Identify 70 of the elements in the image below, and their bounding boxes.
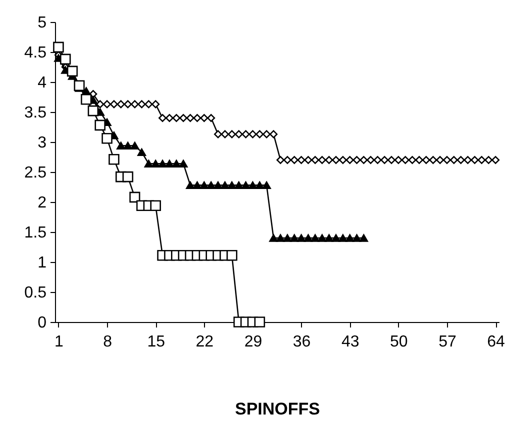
point xyxy=(290,234,299,242)
point xyxy=(80,94,92,105)
point xyxy=(130,142,140,150)
point xyxy=(283,234,292,242)
point xyxy=(122,171,134,182)
point xyxy=(262,181,271,190)
point xyxy=(318,234,326,242)
y-tick-label: 2.5 xyxy=(24,164,47,182)
x-tick-label: 64 xyxy=(487,334,506,350)
point xyxy=(254,316,266,328)
point xyxy=(359,234,368,242)
point xyxy=(241,181,250,190)
point xyxy=(178,160,188,168)
x-tick-label: 15 xyxy=(147,334,166,350)
x-axis-title: SPINOFFS xyxy=(234,400,320,418)
point xyxy=(158,160,167,168)
point xyxy=(255,181,264,190)
point xyxy=(172,160,181,168)
y-tick-label: 4.5 xyxy=(24,44,47,62)
point xyxy=(137,148,146,156)
y-tick-label: 4 xyxy=(38,74,47,92)
y-tick-label: 3 xyxy=(38,134,47,152)
y-tick-label: 3.5 xyxy=(24,104,47,122)
point xyxy=(332,234,340,242)
point xyxy=(220,181,230,190)
y-tick-label: 5 xyxy=(38,14,47,32)
point xyxy=(214,181,222,190)
y-tick-label: 0.5 xyxy=(24,284,47,302)
point xyxy=(60,54,71,65)
point xyxy=(53,42,64,53)
x-tick-label: 36 xyxy=(292,334,311,350)
x-tick-label: 22 xyxy=(196,334,214,350)
point xyxy=(248,181,258,190)
point xyxy=(324,234,334,242)
point xyxy=(338,234,348,242)
point xyxy=(269,234,278,242)
x-tick-label: 1 xyxy=(54,334,64,350)
x-tick-label: 50 xyxy=(390,334,408,350)
point xyxy=(88,105,99,116)
y-tick-label: 2 xyxy=(38,194,47,212)
point xyxy=(352,234,362,242)
point xyxy=(144,160,154,168)
point xyxy=(228,181,236,190)
point xyxy=(276,234,285,242)
point xyxy=(151,160,160,168)
point xyxy=(123,142,132,150)
point xyxy=(94,120,106,131)
point xyxy=(226,250,238,261)
y-tick-label: 0 xyxy=(38,314,47,332)
point xyxy=(296,234,306,242)
x-tick-label: 29 xyxy=(244,334,262,350)
point xyxy=(200,181,209,190)
point xyxy=(345,234,354,242)
point xyxy=(310,234,320,242)
x-tick-label: 43 xyxy=(341,334,360,350)
point xyxy=(108,154,120,165)
point xyxy=(66,66,78,77)
point xyxy=(206,181,216,190)
point xyxy=(234,181,244,190)
y-tick-label: 1 xyxy=(38,254,47,272)
x-tick-label: 8 xyxy=(103,334,112,350)
x-tick-label: 57 xyxy=(438,334,456,350)
point xyxy=(192,181,202,190)
point xyxy=(150,200,161,211)
point xyxy=(102,133,112,144)
point xyxy=(165,160,174,168)
point xyxy=(116,142,126,150)
point xyxy=(304,234,313,242)
y-tick-label: 1.5 xyxy=(24,224,47,242)
point xyxy=(186,181,195,190)
